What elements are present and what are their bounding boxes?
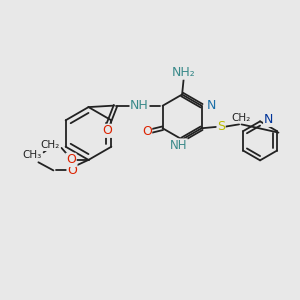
- Text: O: O: [142, 125, 152, 138]
- Text: N: N: [264, 113, 273, 126]
- Text: O: O: [102, 124, 112, 137]
- Text: NH₂: NH₂: [172, 66, 196, 79]
- Text: NH: NH: [170, 139, 187, 152]
- Text: CH₂: CH₂: [41, 140, 60, 151]
- Text: CH₂: CH₂: [231, 113, 250, 123]
- Text: O: O: [67, 164, 77, 177]
- Text: CH₃: CH₃: [23, 149, 42, 160]
- Text: NH: NH: [130, 99, 149, 112]
- Text: O: O: [66, 153, 76, 167]
- Text: N: N: [207, 99, 216, 112]
- Text: S: S: [217, 120, 225, 133]
